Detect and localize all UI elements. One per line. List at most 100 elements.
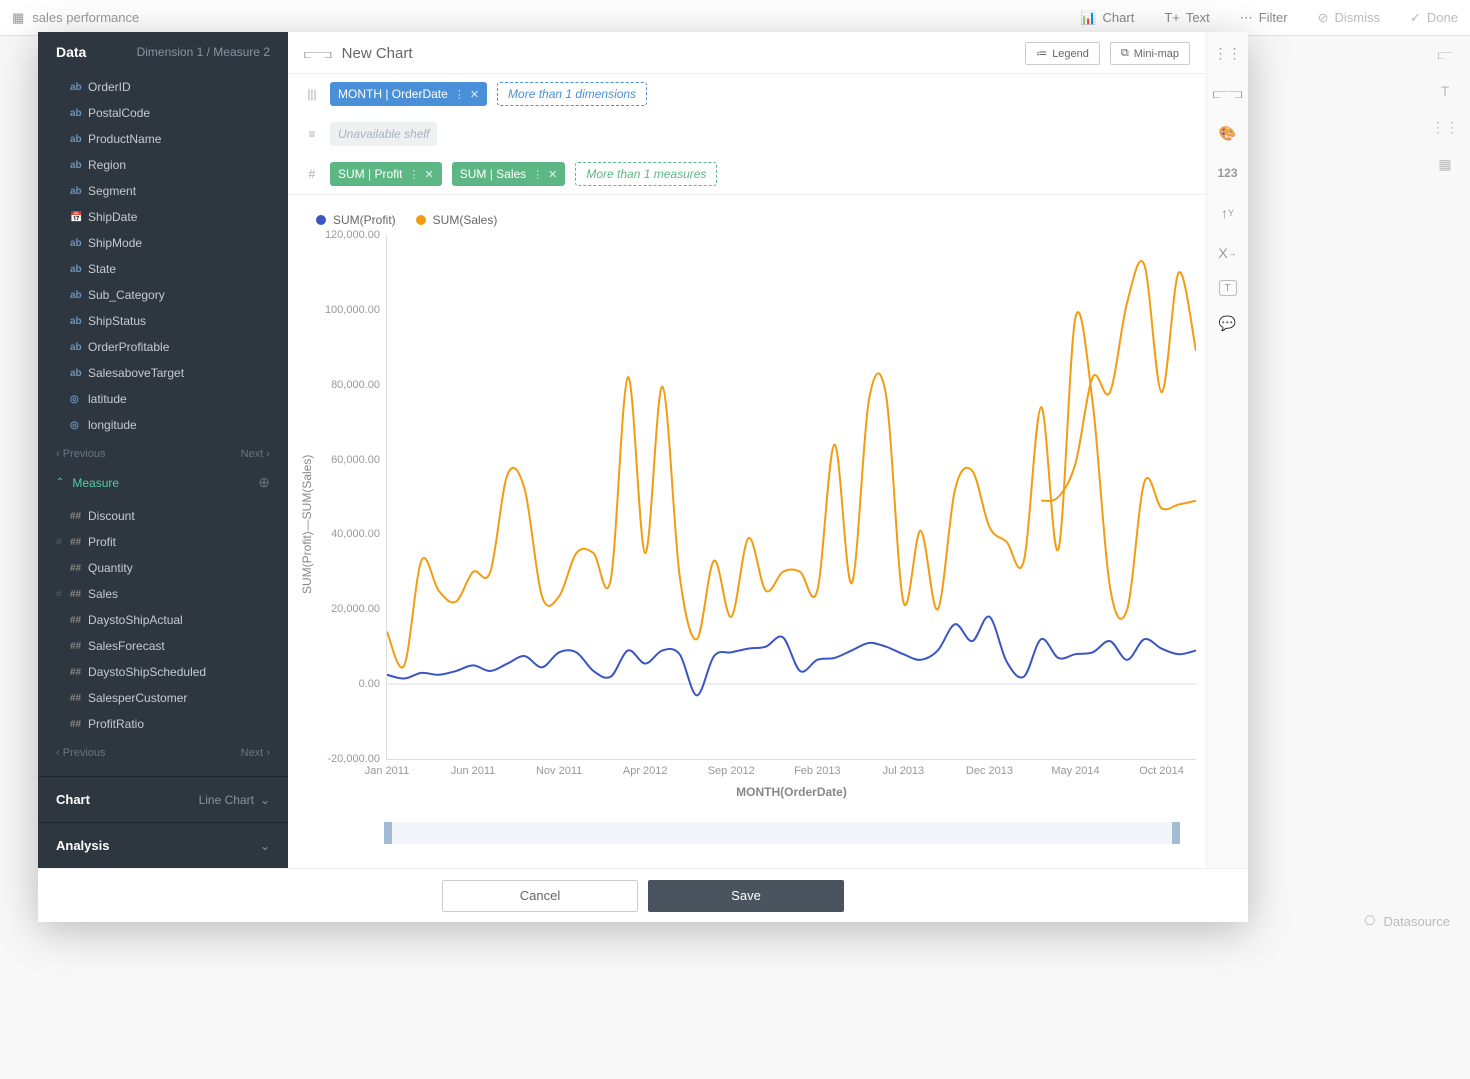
save-button[interactable]: Save xyxy=(648,880,844,912)
dimension-item[interactable]: 📅ShipDate xyxy=(38,204,288,230)
shelves: ||| MONTH | OrderDate ⋮ ✕ More than 1 di… xyxy=(288,74,1206,195)
dimension-item[interactable]: abProductName xyxy=(38,126,288,152)
bg-datasource[interactable]: ⎔ Datasource xyxy=(1364,913,1450,929)
dimension-item[interactable]: abSegment xyxy=(38,178,288,204)
cancel-button[interactable]: Cancel xyxy=(442,880,638,912)
type-icon: ## xyxy=(70,563,88,574)
bg-chart-button[interactable]: 📊Chart xyxy=(1080,10,1134,26)
field-label: Profit xyxy=(88,535,116,549)
measure-item[interactable]: ##ProfitRatio xyxy=(38,711,288,737)
dimension-item[interactable]: abState xyxy=(38,256,288,282)
type-icon: ab xyxy=(70,108,88,119)
bg-filter-button[interactable]: ⋯Filter xyxy=(1240,10,1288,26)
x-axis-icon[interactable]: X→ xyxy=(1215,240,1241,266)
legend-button[interactable]: ≔Legend xyxy=(1025,42,1100,65)
dimension-item[interactable]: abOrderProfitable xyxy=(38,334,288,360)
measure-item[interactable]: ##SalesForecast xyxy=(38,633,288,659)
minimap[interactable] xyxy=(384,822,1180,844)
type-icon: ab xyxy=(70,368,88,379)
bg-dots-icon[interactable]: ⋮⋮ xyxy=(1431,119,1459,136)
dimension-item[interactable]: abSub_Category xyxy=(38,282,288,308)
comment-icon[interactable]: 💬 xyxy=(1215,310,1241,336)
x-tick: Oct 2014 xyxy=(1139,765,1184,777)
columns-shelf[interactable]: ||| MONTH | OrderDate ⋮ ✕ More than 1 di… xyxy=(288,74,1206,114)
prev-measures[interactable]: ‹ Previous xyxy=(56,747,106,759)
type-icon: ◎ xyxy=(70,420,88,431)
y-axis-label: SUM(Profit)—SUM(Sales) xyxy=(298,235,316,814)
columns-ghost[interactable]: More than 1 dimensions xyxy=(497,82,647,106)
dimension-item[interactable]: abPostalCode xyxy=(38,100,288,126)
minimap-handle-left[interactable] xyxy=(384,822,392,844)
legend-dot xyxy=(416,215,426,225)
pill-menu-icon[interactable]: ⋮ xyxy=(532,168,542,181)
dimension-item[interactable]: abShipStatus xyxy=(38,308,288,334)
bg-text-icon[interactable]: T xyxy=(1441,83,1450,99)
type-icon: ab xyxy=(70,264,88,275)
sidebar-subtitle: Dimension 1 / Measure 2 xyxy=(137,45,270,59)
bar-chart-icon[interactable]: ⫍⫎ xyxy=(1215,80,1241,106)
minimap-button[interactable]: ⧉Mini-map xyxy=(1110,42,1190,65)
text-icon: T+ xyxy=(1164,10,1180,25)
rows-shelf[interactable]: ≡ Unavailable shelf xyxy=(288,114,1206,154)
prev-dimensions[interactable]: ‹ Previous xyxy=(56,448,106,460)
measure-pill-profit[interactable]: SUM | Profit ⋮ ✕ xyxy=(330,162,442,186)
bg-grid-icon[interactable]: ▦ xyxy=(1438,156,1451,173)
add-measure-icon[interactable]: ⊕ xyxy=(258,474,270,491)
dimension-item[interactable]: abSalesaboveTarget xyxy=(38,360,288,386)
legend-item-sales[interactable]: SUM(Sales) xyxy=(416,213,498,227)
dimension-item[interactable]: abRegion xyxy=(38,152,288,178)
columns-pill[interactable]: MONTH | OrderDate ⋮ ✕ xyxy=(330,82,487,106)
x-tick: Nov 2011 xyxy=(536,765,582,777)
measure-pill-sales[interactable]: SUM | Sales ⋮ ✕ xyxy=(452,162,566,186)
chart-area: SUM(Profit) SUM(Sales) SUM(Profit)—SUM(S… xyxy=(288,195,1206,868)
title-icon[interactable]: T xyxy=(1219,280,1237,296)
analysis-panel-bar[interactable]: Analysis ⌄ xyxy=(38,822,288,868)
pill-remove-icon[interactable]: ✕ xyxy=(470,88,479,101)
bg-done-button[interactable]: ✓Done xyxy=(1410,10,1458,26)
measure-section-header[interactable]: ⌃ Measure ⊕ xyxy=(38,466,288,499)
field-label: DaystoShipScheduled xyxy=(88,665,206,679)
field-label: DaystoShipActual xyxy=(88,613,183,627)
dimension-item[interactable]: ◎latitude xyxy=(38,386,288,412)
pill-menu-icon[interactable]: ⋮ xyxy=(454,88,464,101)
measure-item[interactable]: ##SalesperCustomer xyxy=(38,685,288,711)
number-icon[interactable]: 123 xyxy=(1215,160,1241,186)
measure-item[interactable]: ##DaystoShipActual xyxy=(38,607,288,633)
y-tick: 100,000.00 xyxy=(325,304,380,316)
field-label: Sales xyxy=(88,587,118,601)
measure-item[interactable]: ##DaystoShipScheduled xyxy=(38,659,288,685)
bg-dismiss-button[interactable]: ⊘Dismiss xyxy=(1318,10,1380,26)
type-icon: ab xyxy=(70,316,88,327)
y-axis-icon[interactable]: ↑Y xyxy=(1215,200,1241,226)
drag-icon[interactable]: ⋮⋮ xyxy=(1215,40,1241,66)
bg-chart-icon[interactable]: ⫍ xyxy=(1438,46,1453,63)
type-icon: ab xyxy=(70,134,88,145)
chart-panel-bar[interactable]: Chart Line Chart ⌄ xyxy=(38,776,288,822)
measure-item[interactable]: ##Quantity xyxy=(38,555,288,581)
chart-editor-modal: Data Dimension 1 / Measure 2 abOrderIDab… xyxy=(38,32,1248,922)
chart-plot[interactable]: MONTH(OrderDate) Jan 2011Jun 2011Nov 201… xyxy=(386,235,1196,760)
measures-shelf[interactable]: # SUM | Profit ⋮ ✕ SUM | Sales ⋮ ✕ More … xyxy=(288,154,1206,194)
x-tick: May 2014 xyxy=(1051,765,1099,777)
bg-text-button[interactable]: T+Text xyxy=(1164,10,1209,25)
next-dimensions[interactable]: Next › xyxy=(241,448,270,460)
palette-icon[interactable]: 🎨 xyxy=(1215,120,1241,146)
chart-title[interactable]: New Chart xyxy=(342,45,1016,62)
measure-item[interactable]: ###Profit xyxy=(38,529,288,555)
x-tick: Dec 2013 xyxy=(966,765,1013,777)
dimension-item[interactable]: abOrderID xyxy=(38,74,288,100)
field-label: ShipStatus xyxy=(88,314,146,328)
dimension-item[interactable]: abShipMode xyxy=(38,230,288,256)
dimension-item[interactable]: ◎longitude xyxy=(38,412,288,438)
minimap-handle-right[interactable] xyxy=(1172,822,1180,844)
legend-item-profit[interactable]: SUM(Profit) xyxy=(316,213,396,227)
field-label: Quantity xyxy=(88,561,133,575)
pill-menu-icon[interactable]: ⋮ xyxy=(408,168,418,181)
measure-item[interactable]: ###Sales xyxy=(38,581,288,607)
measures-ghost[interactable]: More than 1 measures xyxy=(575,162,717,186)
type-icon: ## xyxy=(70,719,88,730)
measure-item[interactable]: ##Discount xyxy=(38,503,288,529)
pill-remove-icon[interactable]: ✕ xyxy=(424,168,433,181)
pill-remove-icon[interactable]: ✕ xyxy=(548,168,557,181)
next-measures[interactable]: Next › xyxy=(241,747,270,759)
